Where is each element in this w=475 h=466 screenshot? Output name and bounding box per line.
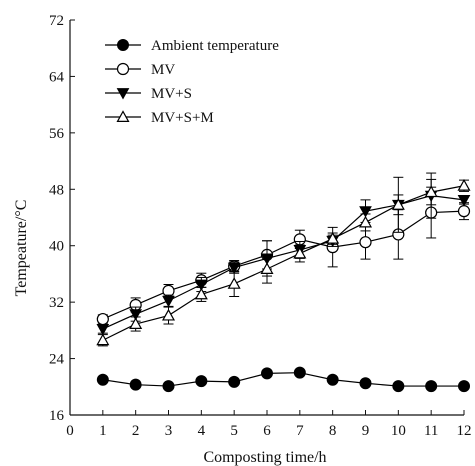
data-point [358,215,373,228]
legend-label: MV [151,62,175,78]
data-point [116,88,130,100]
data-point [227,262,241,275]
data-point [96,312,109,326]
data-point [228,375,241,388]
series-layer [96,172,471,393]
x-tick-label: 9 [362,423,370,439]
legend-item-3: MV+S+M [105,110,214,126]
data-point [326,373,339,386]
data-point [195,375,208,388]
data-point [162,295,175,308]
series-line [102,372,464,387]
data-point [162,380,175,393]
data-point [227,277,241,289]
series-0 [96,366,470,393]
y-tick-label: 32 [49,295,64,311]
x-tick-label: 10 [391,423,406,439]
series-3 [96,178,471,347]
x-tick-label: 6 [263,423,271,439]
legend: Ambient temperature MV MV+S MV+S+M [105,38,279,126]
y-tick-label: 48 [49,182,64,198]
x-tick-label: 1 [99,423,107,439]
data-point [359,236,372,249]
data-point [424,185,438,198]
x-tick-label: 7 [296,423,304,439]
data-point [116,110,130,123]
y-tick-label: 72 [49,13,64,29]
data-point [458,380,470,393]
legend-label: Ambient temperature [151,38,279,54]
data-point [425,380,438,393]
y-tick-label: 64 [49,69,65,85]
series-1 [96,186,471,326]
data-point [129,317,143,330]
series-2 [96,172,471,336]
data-point [194,279,208,292]
data-point [359,206,372,218]
y-axis-title: Tempeature/°C [13,200,30,297]
y-tick-label: 16 [49,408,65,424]
x-tick-label: 11 [424,423,438,439]
data-point [326,231,340,244]
x-tick-label: 3 [165,423,173,439]
data-point [457,179,471,191]
x-tick-label: 2 [132,423,140,439]
x-tick-label: 8 [329,423,337,439]
data-point [96,333,110,346]
data-point [293,246,307,259]
data-point [260,262,274,274]
series-line [102,210,465,320]
x-tick-label: 12 [457,423,472,439]
legend-item-1: MV [105,62,175,78]
data-point [293,366,306,379]
data-point [457,194,471,207]
data-point [194,287,208,300]
x-tick-label: 5 [230,423,238,439]
legend-label: MV+S+M [151,110,214,126]
y-tick-label: 56 [49,126,65,142]
y-tick-label: 40 [49,239,64,255]
data-point [457,205,471,218]
data-point [359,377,372,390]
data-point [261,367,273,380]
x-tick-label: 0 [66,423,74,439]
x-axis-title: Composting time/h [203,449,326,466]
data-point [129,378,142,391]
legend-label: MV+S [151,86,192,102]
data-point [161,308,176,321]
x-tick-label: 4 [198,423,206,439]
legend-item-2: MV+S [105,86,192,102]
data-point [116,62,130,76]
data-point [96,324,110,336]
data-point [392,380,405,393]
data-point [129,309,143,321]
series-line [102,185,465,341]
data-point [117,39,129,51]
series-line [102,195,465,330]
data-point [96,373,109,386]
y-tick-label: 24 [49,352,65,368]
legend-item-0: Ambient temperature [105,38,279,54]
data-point [391,198,405,210]
